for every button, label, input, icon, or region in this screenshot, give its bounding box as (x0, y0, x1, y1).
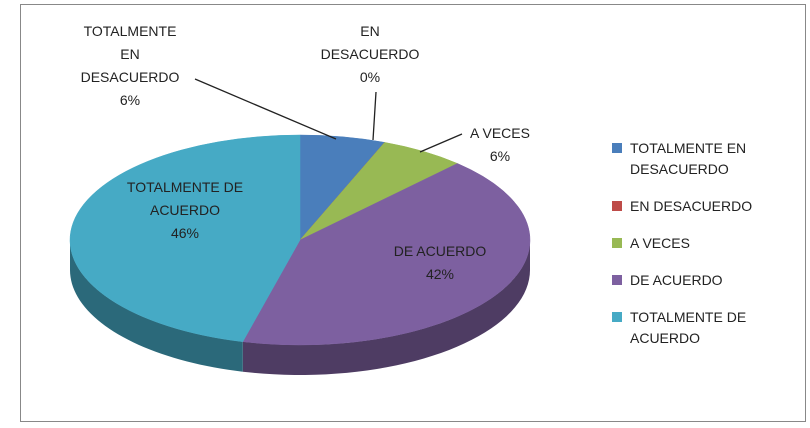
legend: TOTALMENTE EN DESACUERDO EN DESACUERDO A V… (612, 138, 792, 365)
slice-side (242, 240, 530, 375)
legend-swatch (612, 201, 622, 211)
legend-swatch (612, 143, 622, 153)
label-value: 0% (359, 69, 381, 85)
legend-text: A VECES (630, 235, 690, 251)
leader-line (372, 91, 377, 141)
label-category: DE ACUERDO (393, 243, 487, 259)
legend-item: EN DESACUERDO (612, 196, 792, 217)
label-category: EN DESACUERDO (320, 23, 420, 62)
leader-line (194, 78, 337, 140)
legend-swatch (612, 275, 622, 285)
slice-side (70, 240, 243, 372)
legend-item: TOTALMENTE EN DESACUERDO (612, 138, 792, 180)
legend-item: A VECES (612, 233, 792, 254)
data-label: TOTALMENTE DE ACUERDO 46% (120, 176, 250, 245)
slice (69, 134, 301, 342)
data-label: DE ACUERDO 42% (375, 240, 505, 286)
legend-swatch (612, 312, 622, 322)
data-label: EN DESACUERDO 0% (315, 20, 425, 89)
chart-frame (20, 4, 806, 422)
data-label: TOTALMENTE EN DESACUERDO 6% (75, 20, 185, 112)
legend-item: TOTALMENTE DE ACUERDO (612, 307, 792, 349)
label-value: 6% (489, 148, 511, 164)
leader-line (419, 133, 463, 153)
legend-text: TOTALMENTE EN DESACUERDO (630, 140, 747, 177)
label-category: A VECES (470, 125, 530, 141)
label-category: TOTALMENTE DE ACUERDO (126, 179, 244, 218)
slice (242, 163, 531, 346)
data-label: A VECES 6% (460, 122, 540, 168)
label-value: 42% (425, 266, 455, 282)
legend-swatch (612, 238, 622, 248)
label-value: 6% (119, 92, 141, 108)
legend-text: TOTALMENTE DE ACUERDO (630, 309, 747, 346)
legend-text: EN DESACUERDO (630, 198, 753, 214)
label-category: TOTALMENTE EN DESACUERDO (80, 23, 180, 85)
legend-text: DE ACUERDO (630, 272, 723, 288)
label-value: 46% (170, 225, 200, 241)
pie (69, 134, 531, 375)
legend-item: DE ACUERDO (612, 270, 792, 291)
